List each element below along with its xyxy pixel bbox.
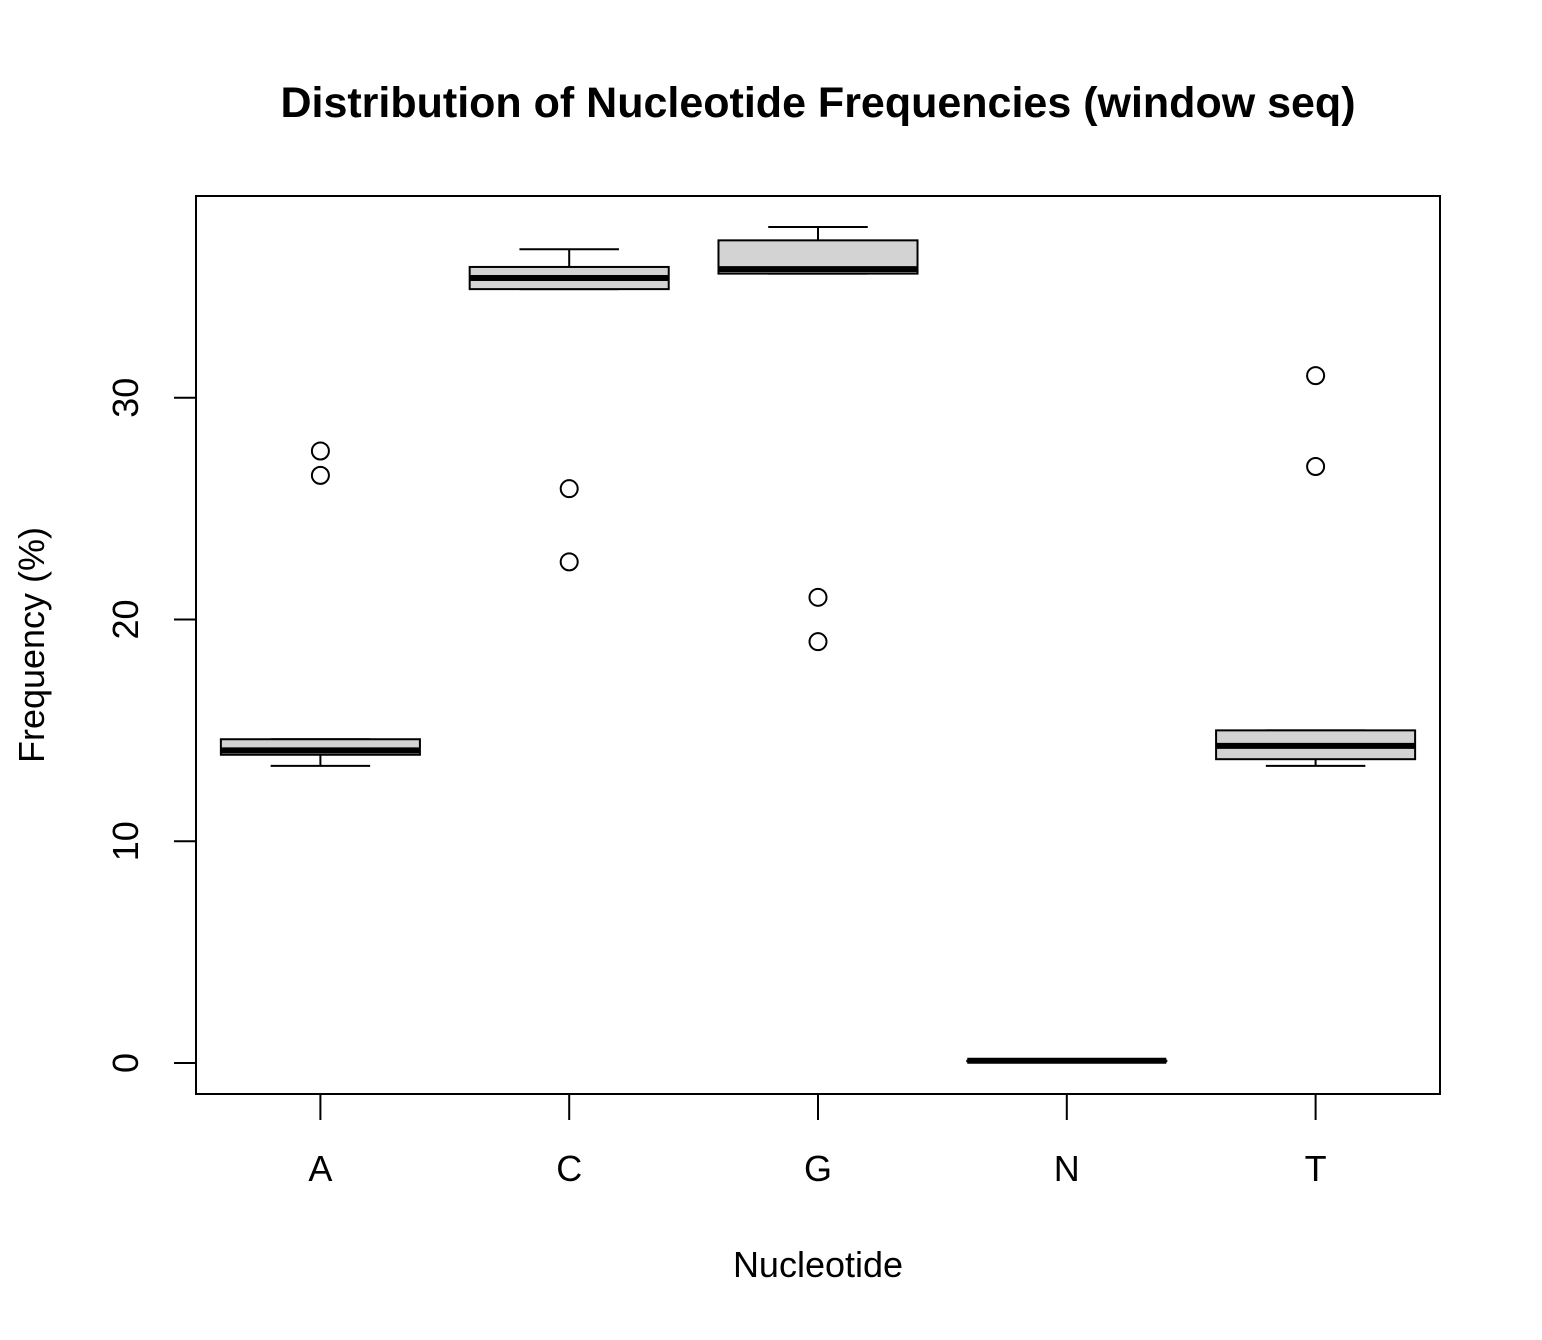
x-tick-label-C: C (556, 1148, 582, 1189)
x-tick-label-A: A (308, 1148, 332, 1189)
box-C (468, 248, 670, 572)
outlier-point (1306, 366, 1326, 386)
box-G (717, 226, 919, 652)
outlier-point (808, 587, 828, 607)
y-axis: 0 10 20 30 (105, 378, 197, 1073)
outlier-point (310, 441, 330, 461)
outlier-point (559, 552, 579, 572)
x-tick-label-T: T (1305, 1148, 1327, 1189)
y-axis-label: Frequency (%) (11, 527, 52, 763)
outlier-point (1306, 457, 1326, 477)
box-N (966, 1057, 1168, 1064)
x-tick-label-G: G (804, 1148, 832, 1189)
outlier-point (559, 479, 579, 499)
box-A (219, 441, 421, 767)
x-axis-label: Nucleotide (733, 1244, 903, 1285)
outlier-point (808, 632, 828, 652)
outlier-point (310, 465, 330, 485)
y-tick-label: 30 (105, 378, 146, 418)
plot-frame (195, 195, 1441, 1095)
x-tick-label-N: N (1054, 1148, 1080, 1189)
chart-title: Distribution of Nucleotide Frequencies (… (280, 79, 1355, 127)
y-tick-label: 10 (105, 821, 146, 861)
box-series (219, 226, 1417, 1064)
y-tick-label: 0 (105, 1053, 146, 1073)
y-tick-label: 20 (105, 599, 146, 639)
box-T (1215, 366, 1417, 767)
